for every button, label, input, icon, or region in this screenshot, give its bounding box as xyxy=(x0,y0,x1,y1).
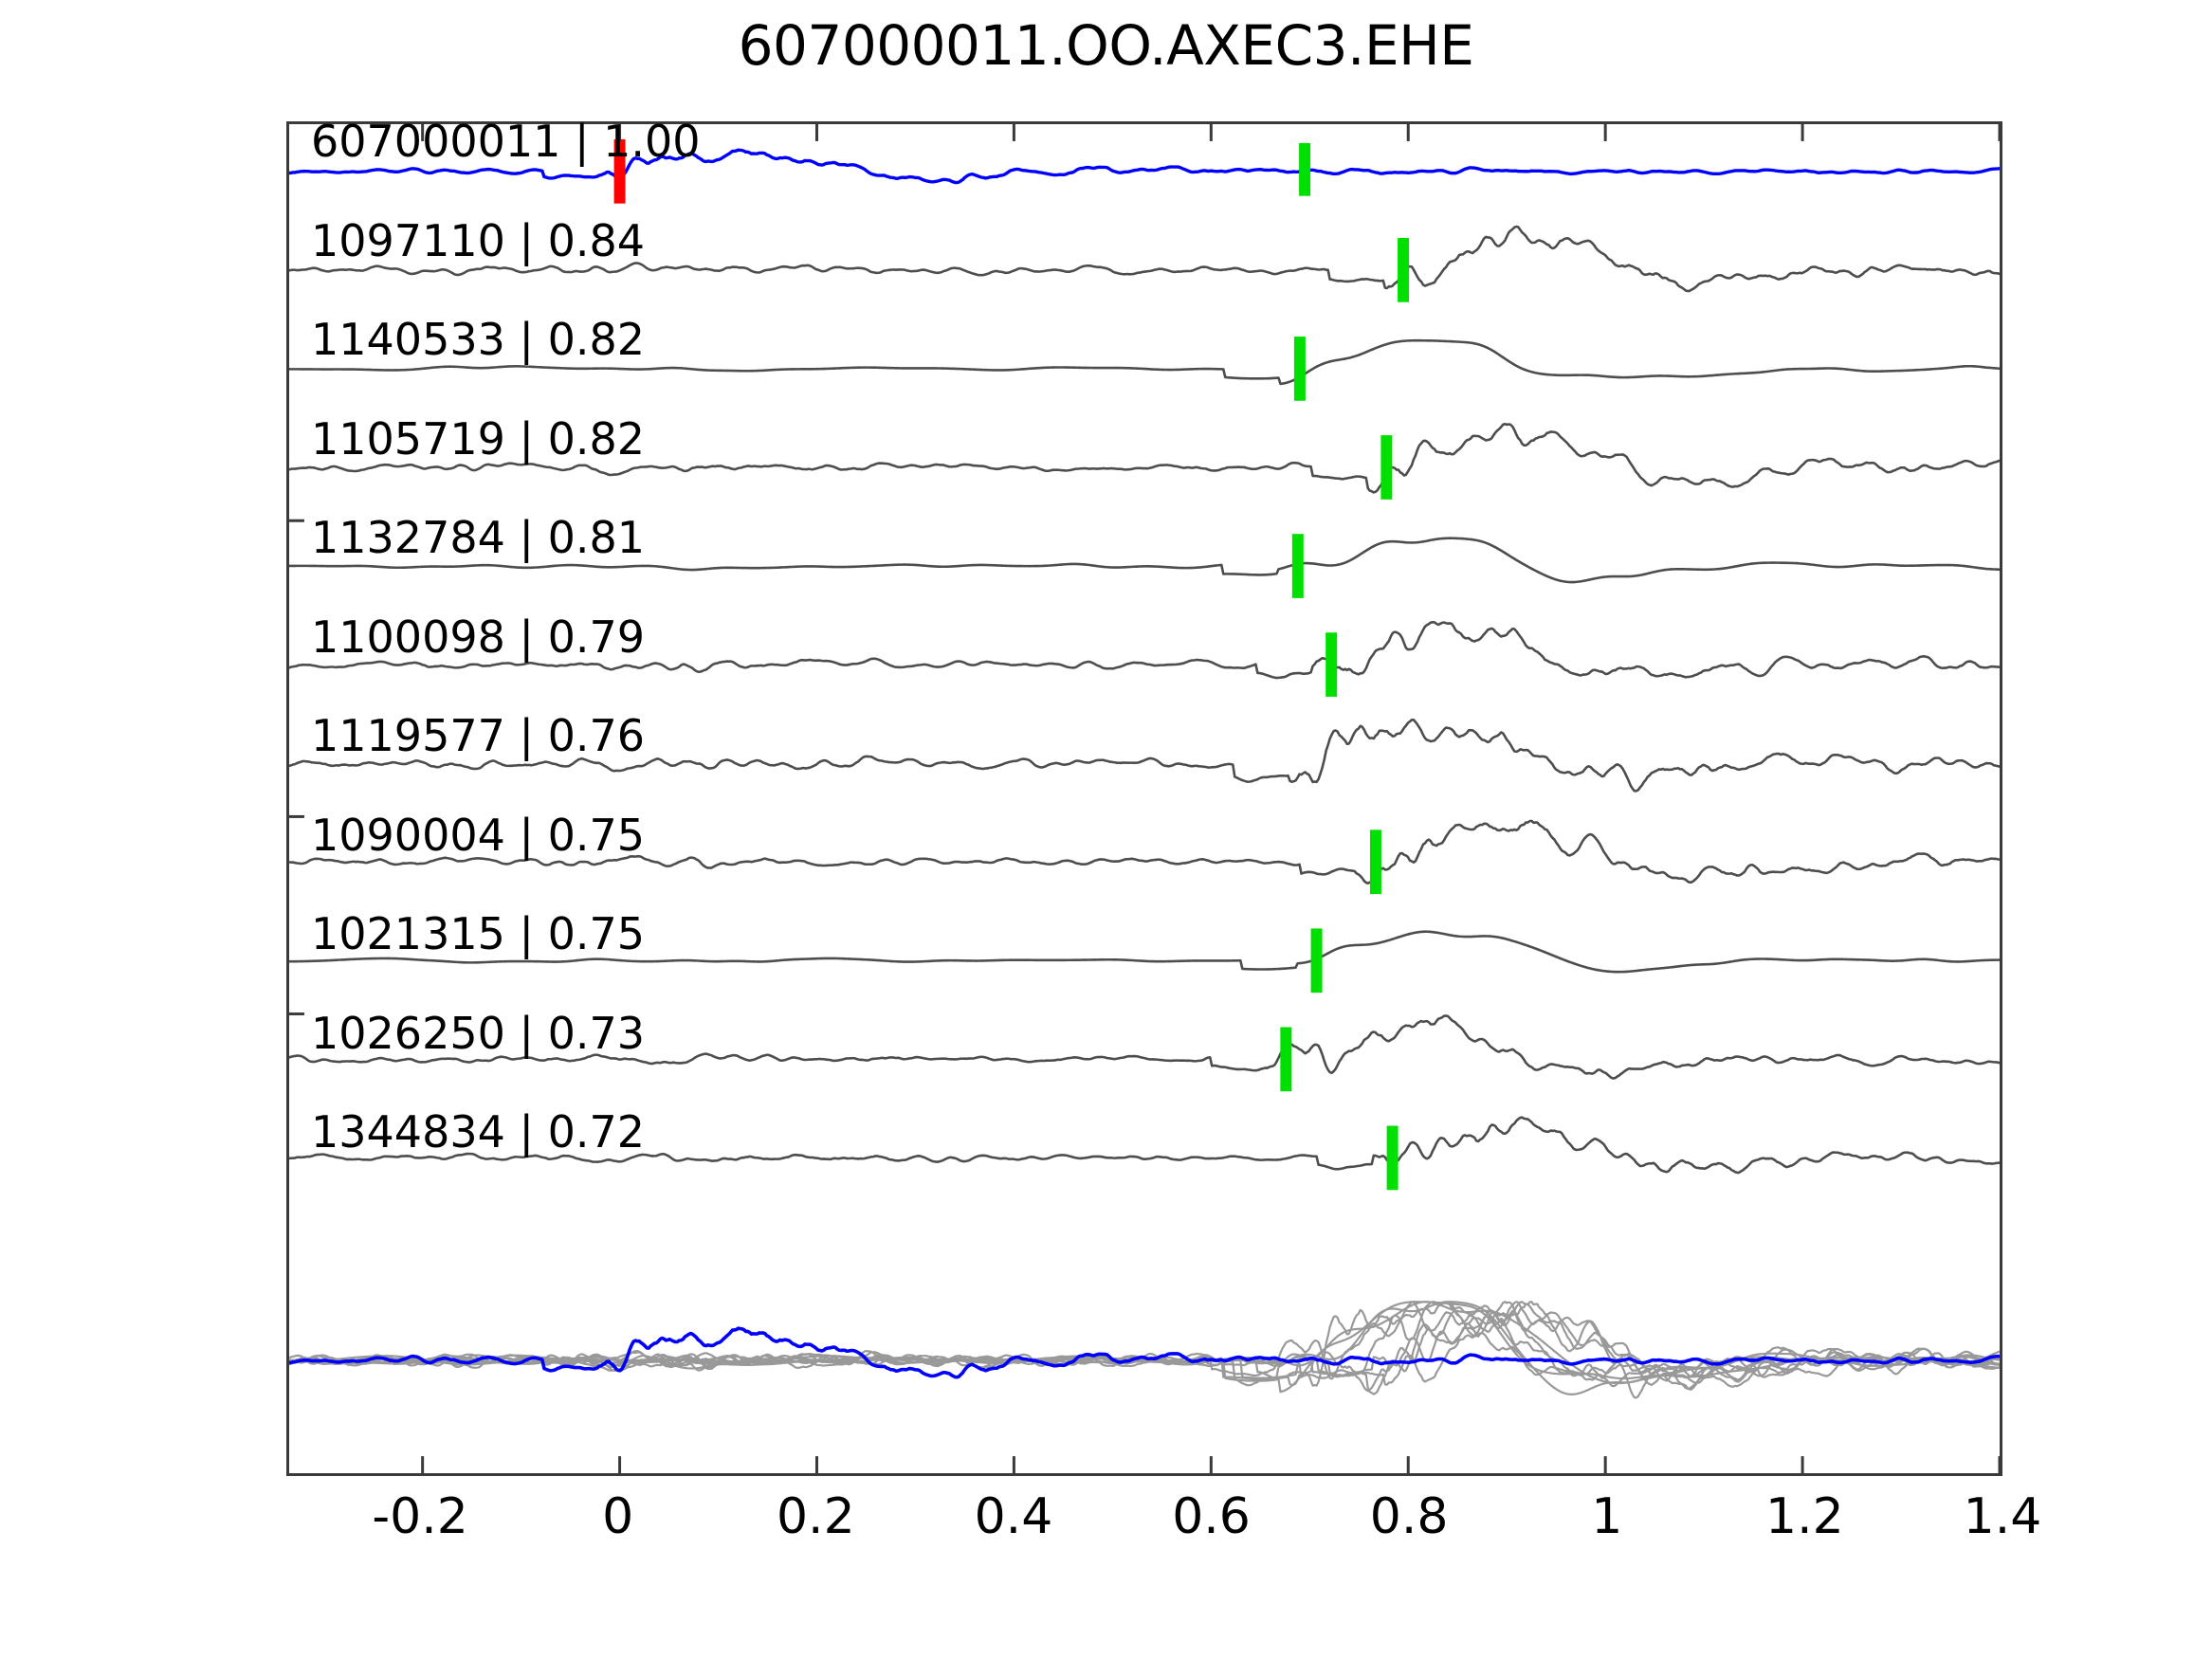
stack-overlay-trace xyxy=(289,1301,2000,1388)
trace-group-1119577 xyxy=(289,719,2000,793)
stack-overlay-trace xyxy=(289,1301,2000,1383)
x-tick-label-3: 0.4 xyxy=(974,1488,1053,1545)
pick-marker-607000011 xyxy=(613,138,626,204)
pick-marker-1105719 xyxy=(1380,435,1393,500)
trace-label-1105719: 1105719 | 0.82 xyxy=(311,412,646,465)
trace-group-1132784 xyxy=(289,534,2000,598)
waveform-1097110 xyxy=(289,225,2000,293)
waveform-1021315 xyxy=(289,930,2000,974)
trace-label-607000011: 607000011 | 1.00 xyxy=(311,116,701,167)
trace-label-1140533: 1140533 | 0.82 xyxy=(311,314,646,365)
waveform-1100098 xyxy=(289,621,2000,680)
waveform-1119577 xyxy=(289,719,2000,793)
trace-label-1090004: 1090004 | 0.75 xyxy=(311,809,646,861)
trace-group-1105719 xyxy=(289,422,2000,500)
trace-group-1100098 xyxy=(289,621,2000,697)
trace-group-1090004 xyxy=(289,819,2000,895)
waveform-plot-svg xyxy=(289,124,2000,1473)
x-tick-label-4: 0.6 xyxy=(1172,1488,1251,1545)
stack-overlay-panel xyxy=(289,1301,2000,1399)
trace-label-1100098: 1100098 | 0.79 xyxy=(311,611,646,663)
trace-group-1026250 xyxy=(289,1014,2000,1092)
trace-label-1026250: 1026250 | 0.73 xyxy=(311,1007,646,1059)
x-tick-label-7: 1.2 xyxy=(1765,1488,1844,1545)
stack-reference-trace xyxy=(289,1326,2000,1379)
waveform-1105719 xyxy=(289,422,2000,494)
trace-group-1021315 xyxy=(289,928,2000,994)
stack-overlay-trace xyxy=(289,1301,2000,1395)
pick-marker-1097110 xyxy=(1398,237,1410,302)
trace-label-1097110: 1097110 | 0.84 xyxy=(311,214,646,266)
waveform-1026250 xyxy=(289,1014,2000,1080)
waveform-1090004 xyxy=(289,819,2000,885)
x-tick-label-6: 1 xyxy=(1591,1488,1623,1545)
trace-label-1344834: 1344834 | 0.72 xyxy=(311,1106,646,1158)
stack-overlay-trace xyxy=(289,1301,2000,1395)
page-title: 607000011.OO.AXEC3.EHE xyxy=(738,13,1474,78)
x-tick-label-2: 0.2 xyxy=(776,1488,855,1545)
trace-group-1344834 xyxy=(289,1116,2000,1191)
waveform-1132784 xyxy=(289,537,2000,584)
waveform-607000011 xyxy=(289,148,2000,185)
trace-label-1132784: 1132784 | 0.81 xyxy=(311,512,646,563)
pick-marker-1132784 xyxy=(1291,534,1304,598)
x-tick-label-0: -0.2 xyxy=(372,1488,468,1545)
x-axis-tick-labels: -0.2 0 0.2 0.4 0.6 0.8 1 1.2 1.4 xyxy=(286,1488,2041,1574)
waveform-1344834 xyxy=(289,1116,2000,1175)
pick-marker-1140533 xyxy=(1293,337,1306,401)
x-tick-label-1: 0 xyxy=(602,1488,634,1545)
pick-marker-1090004 xyxy=(1369,830,1381,895)
waveform-1140533 xyxy=(289,338,2000,386)
trace-label-1119577: 1119577 | 0.76 xyxy=(311,710,646,761)
x-tick-label-8: 1.4 xyxy=(1963,1488,2042,1545)
secondary-pick-marker-607000011 xyxy=(1299,142,1311,196)
pick-marker-1344834 xyxy=(1386,1125,1398,1191)
trace-group-607000011 xyxy=(289,138,2000,204)
waveform-plot-panel xyxy=(286,121,2002,1476)
trace-group-1140533 xyxy=(289,337,2000,401)
pick-marker-1026250 xyxy=(1280,1027,1292,1092)
pick-marker-1021315 xyxy=(1310,928,1323,994)
x-axis-ticks xyxy=(289,124,2000,1473)
trace-label-1021315: 1021315 | 0.75 xyxy=(311,908,646,959)
x-tick-label-5: 0.8 xyxy=(1369,1488,1449,1545)
pick-marker-1100098 xyxy=(1325,632,1338,697)
trace-group-1097110 xyxy=(289,225,2000,302)
